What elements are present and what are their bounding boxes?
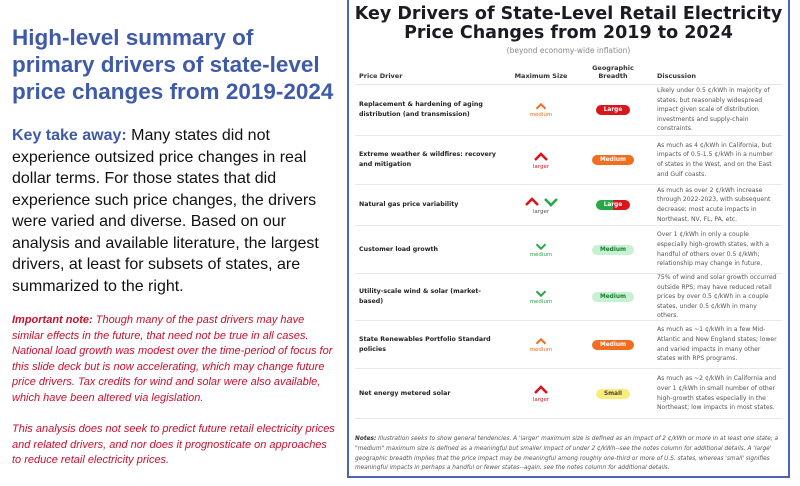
max-size-indicator: larger [505,196,577,215]
header-breadth: Geographic Breadth [592,64,634,80]
size-label: medium [529,251,553,258]
size-label: medium [529,112,553,118]
notes-label: Notes: [355,436,377,442]
chevron-up-icon [535,337,547,344]
size-label: larger [532,163,550,170]
driver-name: Extreme weather & wildfires: recovery an… [359,151,497,168]
breadth-badge: Large [595,105,631,115]
driver-name: Natural gas price variability [359,201,459,208]
table-row: Utility-scale wind & solar (market-based… [355,274,782,321]
driver-name: Utility-scale wind & solar (market-based… [359,288,482,305]
note-label: Important note: [12,314,93,326]
breadth-badge: Medium [591,339,634,350]
discussion-text: As much as 4 ¢/kWh in California, but im… [657,141,773,178]
size-label: medium [529,299,553,305]
driver-name: Replacement & hardening of aging distrib… [359,101,483,118]
table-row: Customer load growth medium Medium Over … [355,226,782,274]
table-row: Replacement & hardening of aging distrib… [355,85,782,136]
chevron-down-icon [543,197,558,207]
panel-subtitle: (beyond economy-wide inflation) [506,46,631,55]
breadth-badge: Large [595,200,631,210]
discussion-text: Likely under 0.5 ¢/kWh in majority of st… [657,87,770,133]
headline: High-level summary of primary drivers of… [12,25,334,104]
chevron-up-icon [534,151,548,161]
max-size-indicator: medium [505,289,577,305]
notes-text: Illustration seeks to show general tende… [355,436,779,472]
driver-name: State Renewables Portfolio Standard poli… [359,335,491,353]
size-label: medium [529,346,553,353]
discussion-text: As much as ~2 ¢/kWh in California and ov… [657,375,777,412]
table-header: Price Driver Maximum Size Geographic Bre… [355,55,782,85]
chevron-up-icon [524,196,539,206]
takeaway-text: Many states did not experience outsized … [12,127,319,295]
breadth-badge: Medium [591,244,634,255]
chevron-down-icon [535,243,547,250]
chevron-up-icon [534,385,548,394]
max-size-indicator: larger [505,384,577,403]
panel-title: Key Drivers of State-Level Retail Electr… [354,4,783,43]
size-label: larger [532,208,550,215]
size-label: larger [532,397,550,403]
table-row: Net energy metered solar larger Small As… [355,369,782,419]
max-size-indicator: larger [505,151,577,170]
discussion-text: Over 1 ¢/kWh in only a couple especially… [657,231,769,268]
note-text: Though many of the past drivers may have… [12,314,333,404]
discussion-text: 75% of wind and solar growth occurred ou… [657,274,777,320]
max-size-indicator: medium [505,102,577,118]
header-discussion: Discussion [657,72,697,80]
discussion-text: As much as ~1 ¢/kWh in a few Mid-Atlanti… [657,326,777,363]
breadth-badge: Medium [591,292,634,302]
header-size: Maximum Size [514,72,568,80]
breadth-badge: Small [595,388,631,399]
chevron-up-icon [535,102,547,110]
table-row: Extreme weather & wildfires: recovery an… [355,136,782,185]
discussion-text: As much as over 2 ¢/kWh increase through… [657,186,771,223]
header-driver: Price Driver [359,72,403,80]
important-note: Important note: Though many of the past … [12,313,337,469]
summary-panel: High-level summary of primary drivers of… [12,24,337,485]
breadth-badge: Medium [591,155,634,165]
table-body: Replacement & hardening of aging distrib… [349,85,788,419]
table-row: Natural gas price variability larger Lar… [355,185,782,226]
max-size-indicator: medium [505,337,577,353]
table-notes: Notes: Illustration seeks to show genera… [355,429,782,474]
drivers-table-panel: Key Drivers of State-Level Retail Electr… [347,0,790,478]
key-takeaway: Key take away: Many states did not exper… [12,125,337,297]
max-size-indicator: medium [505,242,577,258]
disclaimer: This analysis does not seek to predict f… [12,423,335,466]
table-row: State Renewables Portfolio Standard poli… [355,321,782,369]
chevron-down-icon [535,290,547,298]
driver-name: Net energy metered solar [359,389,451,397]
takeaway-label: Key take away: [12,127,127,144]
driver-name: Customer load growth [359,245,439,253]
